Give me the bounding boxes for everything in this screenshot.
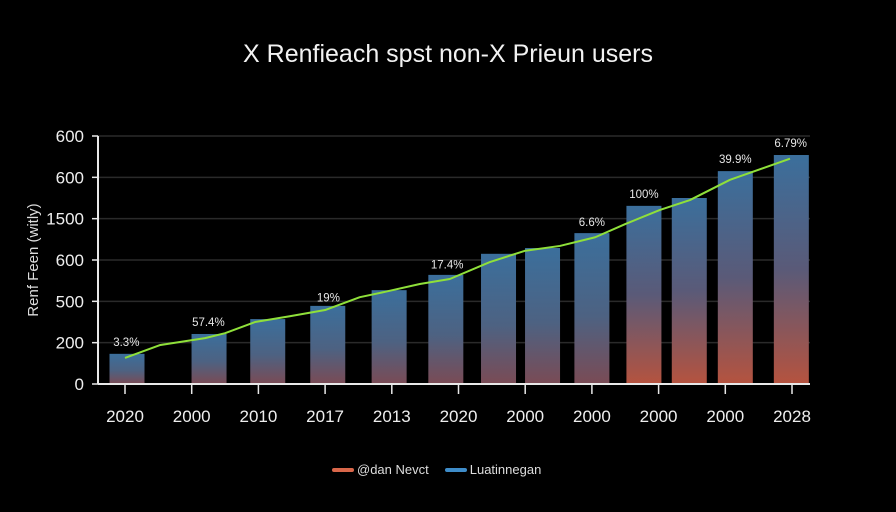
legend-item-line: @dan Nevct: [332, 462, 429, 477]
bar: [310, 305, 346, 384]
bar: [773, 155, 809, 384]
bar: [525, 248, 561, 384]
x-tick-label: 2000: [506, 407, 544, 426]
x-tick-label: 2013: [373, 407, 411, 426]
x-tick-label: 2028: [773, 407, 811, 426]
data-label: 6.6%: [579, 217, 605, 229]
y-tick-label: 600: [56, 127, 84, 146]
x-tick-label: 2020: [440, 407, 478, 426]
y-tick-label: 600: [56, 251, 84, 270]
y-tick-label: 1500: [46, 210, 84, 229]
x-tick-label: 2000: [173, 407, 211, 426]
y-axis-label: Renf Feen (witly): [25, 203, 42, 316]
y-tick-label: 500: [56, 292, 84, 311]
bar: [371, 290, 407, 384]
bar: [428, 274, 464, 384]
chart-title: X Renfieach spst non-X Prieun users: [243, 40, 653, 68]
x-tick-label: 2020: [106, 407, 144, 426]
bar: [671, 198, 707, 384]
line-series: [124, 157, 791, 359]
y-tick-label: 600: [56, 168, 84, 187]
y-tick-label: 0: [75, 375, 84, 394]
bar: [717, 171, 753, 384]
legend-label: @dan Nevct: [357, 462, 429, 477]
x-tick-label: 2000: [706, 407, 744, 426]
bar: [109, 353, 145, 384]
x-tick-label: 2000: [640, 407, 678, 426]
legend-swatch-line: [332, 467, 354, 472]
bar: [250, 319, 286, 384]
data-label: 19%: [317, 292, 340, 304]
x-tick-label: 2000: [573, 407, 611, 426]
bar: [191, 333, 227, 384]
bar: [481, 253, 517, 384]
data-label: 17.4%: [431, 259, 464, 271]
bar: [574, 233, 610, 384]
bar: [626, 205, 662, 384]
legend-label: Luatinnegan: [469, 462, 542, 477]
y-tick-label: 200: [56, 334, 84, 353]
data-label: 100%: [629, 189, 658, 201]
x-tick-label: 2017: [306, 407, 344, 426]
x-tick-label: 2010: [239, 407, 277, 426]
data-label: 3.3%: [113, 337, 139, 349]
data-label: 39.9%: [719, 154, 752, 166]
legend: @dan Nevct Luatinnegan: [332, 462, 541, 477]
data-label: 6.79%: [774, 138, 807, 150]
legend-item-bars: Luatinnegan: [444, 462, 542, 477]
data-label: 57.4%: [192, 317, 225, 329]
legend-swatch-bars: [444, 467, 467, 472]
